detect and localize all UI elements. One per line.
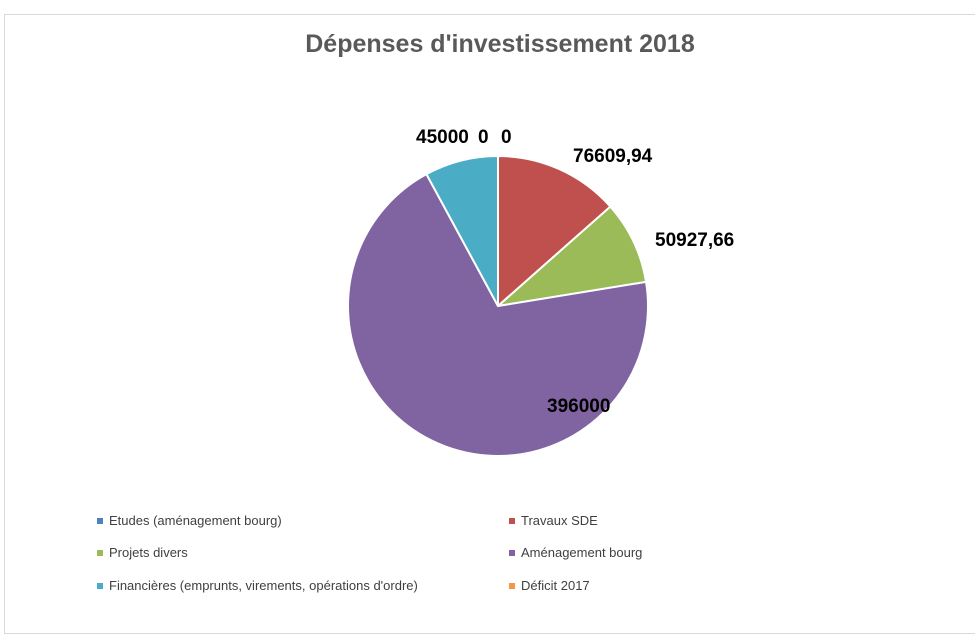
pie-slice-travaux-sde [497, 154, 612, 309]
legend-label-amenagement-bourg: Aménagement bourg [521, 545, 643, 560]
legend-swatch-etudes [97, 517, 103, 524]
pie-chart [347, 154, 649, 457]
data-label-projets-divers: 50927,66 [655, 230, 735, 251]
legend-swatch-amenagement-bourg [509, 549, 515, 556]
legend-swatch-financieres [97, 582, 103, 589]
legend-label-projets-divers: Projets divers [109, 545, 188, 560]
data-label-etudes: 0 [501, 127, 512, 148]
legend-label-etudes: Etudes (aménagement bourg) [109, 513, 282, 528]
data-label-deficit-2017: 0 [478, 127, 489, 148]
legend-label-travaux-sde: Travaux SDE [521, 513, 598, 528]
legend-item-amenagement-bourg: Aménagement bourg [509, 545, 642, 560]
legend-label-financieres: Financières (emprunts, virements, opérat… [109, 578, 418, 593]
pie-slice-projets-divers [494, 205, 648, 308]
legend-item-travaux-sde: Travaux SDE [509, 513, 598, 528]
legend-item-projets-divers: Projets divers [97, 545, 188, 560]
legend-swatch-deficit-2017 [509, 582, 515, 589]
legend-item-financieres: Financières (emprunts, virements, opérat… [97, 578, 418, 593]
data-label-amenagement-bourg: 396000 [547, 396, 611, 417]
legend-item-etudes: Etudes (aménagement bourg) [97, 513, 282, 528]
data-label-financieres: 45000 [416, 127, 469, 148]
data-label-travaux-sde: 76609,94 [573, 146, 653, 167]
pie-slice-financieres [425, 154, 499, 307]
legend-label-deficit-2017: Déficit 2017 [521, 578, 590, 593]
pie-slice-amenagement-bourg [347, 172, 649, 457]
legend-swatch-projets-divers [97, 549, 103, 556]
legend-item-deficit-2017: Déficit 2017 [509, 578, 590, 593]
legend-swatch-travaux-sde [509, 517, 515, 524]
chart-title: Dépenses d'investissement 2018 [305, 30, 695, 58]
